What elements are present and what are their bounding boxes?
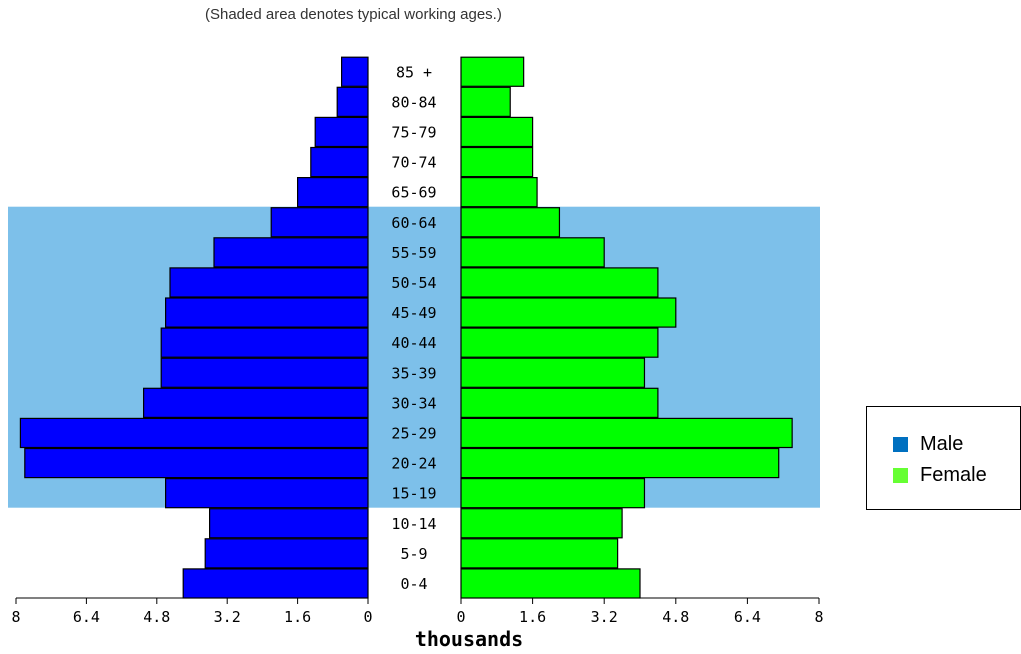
male-bar-15-19 <box>165 478 369 509</box>
female-bar-20-24 <box>460 447 780 479</box>
female-bar-10-14 <box>460 508 623 539</box>
male-bar-50-54 <box>169 267 369 298</box>
x-tick-label: 8 <box>814 608 823 626</box>
male-bar-40-44 <box>160 327 369 358</box>
x-tick-label: 8 <box>11 608 20 626</box>
age-group-label: 10-14 <box>391 515 436 533</box>
male-bar-80-84 <box>336 86 369 118</box>
female-bar-55-59 <box>460 237 605 268</box>
age-group-label: 55-59 <box>391 244 436 262</box>
x-tick-label: 1.6 <box>284 608 311 626</box>
male-bar-20-24 <box>24 447 369 479</box>
age-group-label: 80-84 <box>391 93 436 111</box>
chart-subtitle: (Shaded area denotes typical working age… <box>205 6 502 23</box>
age-group-label: 40-44 <box>391 334 436 352</box>
male-bar-10-14 <box>209 508 369 539</box>
legend-label-male: Male <box>920 433 964 455</box>
female-bar-0-4 <box>460 568 641 599</box>
female-bar-35-39 <box>460 357 646 388</box>
female-bar-85 + <box>460 56 525 87</box>
age-group-label: 70-74 <box>391 154 436 172</box>
female-bar-40-44 <box>460 327 659 358</box>
age-group-label: 75-79 <box>391 123 436 141</box>
age-group-label: 45-49 <box>391 304 436 322</box>
female-bar-50-54 <box>460 267 659 298</box>
female-bar-75-79 <box>460 116 534 148</box>
age-group-label: 35-39 <box>391 364 436 382</box>
male-bar-5-9 <box>204 538 369 569</box>
legend-label-female: Female <box>920 464 987 486</box>
age-group-label: 5-9 <box>400 545 427 563</box>
female-bar-5-9 <box>460 538 619 569</box>
male-bar-85 + <box>341 56 369 87</box>
x-tick-label: 6.4 <box>734 608 761 626</box>
age-group-label: 50-54 <box>391 274 436 292</box>
age-group-label: 60-64 <box>391 214 436 232</box>
female-bar-15-19 <box>460 478 646 509</box>
male-bar-25-29 <box>19 417 369 449</box>
x-tick-label: 6.4 <box>73 608 100 626</box>
male-bar-0-4 <box>182 568 369 599</box>
male-bar-55-59 <box>213 237 369 268</box>
legend-swatch-female <box>893 468 908 483</box>
age-group-label: 85 + <box>396 63 432 81</box>
male-bar-70-74 <box>310 146 369 178</box>
male-bar-30-34 <box>143 387 369 418</box>
legend-item-male: Male <box>893 433 963 456</box>
legend-item-female: Female <box>893 464 987 487</box>
age-group-label: 0-4 <box>400 575 427 593</box>
chart-legend: Male Female <box>866 406 1021 510</box>
age-group-label: 20-24 <box>391 455 436 473</box>
x-tick-label: 4.8 <box>662 608 689 626</box>
male-bar-45-49 <box>165 297 369 328</box>
age-group-label: 30-34 <box>391 394 436 412</box>
female-bar-80-84 <box>460 86 511 118</box>
female-bar-30-34 <box>460 387 659 418</box>
female-bar-25-29 <box>460 417 793 449</box>
x-tick-label: 3.2 <box>214 608 241 626</box>
x-tick-label: 1.6 <box>519 608 546 626</box>
age-group-label: 15-19 <box>391 485 436 503</box>
male-bar-65-69 <box>297 177 369 208</box>
female-bar-60-64 <box>460 207 561 238</box>
female-bar-70-74 <box>460 146 534 178</box>
male-bar-75-79 <box>314 116 369 148</box>
female-bar-45-49 <box>460 297 677 328</box>
male-bar-60-64 <box>270 207 369 238</box>
x-tick-label: 0 <box>363 608 372 626</box>
legend-swatch-male <box>893 437 908 452</box>
x-tick-label: 0 <box>456 608 465 626</box>
x-tick-label: 4.8 <box>143 608 170 626</box>
x-tick-label: 3.2 <box>591 608 618 626</box>
age-group-label: 25-29 <box>391 424 436 442</box>
age-group-label: 65-69 <box>391 184 436 202</box>
male-bar-35-39 <box>160 357 369 388</box>
x-axis-label: thousands <box>415 627 523 651</box>
female-bar-65-69 <box>460 177 538 208</box>
